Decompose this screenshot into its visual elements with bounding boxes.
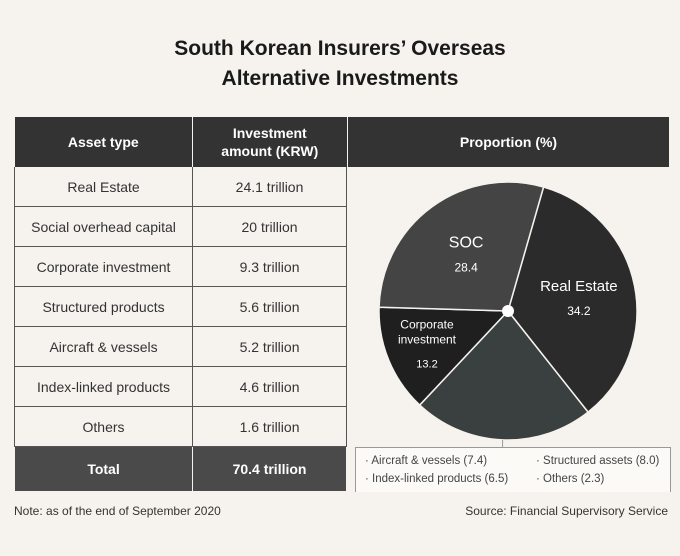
pie-slice (507, 186, 638, 414)
header-investment-amount-text: Investment amount (KRW) (221, 125, 319, 159)
proportion-header: Proportion (%) (348, 117, 669, 167)
asset-table: Asset type Investment amount (KRW) Real … (13, 117, 347, 492)
source-credit: Source: Financial Supervisory Service (465, 504, 668, 518)
cell-amount: 9.3 trillion (192, 246, 347, 287)
pie-slice (378, 306, 510, 407)
slice-value-label: 28.4 (454, 261, 478, 275)
slice-label: SOC (449, 235, 484, 252)
pie-slice (418, 309, 590, 441)
cell-asset: Structured products (13, 286, 194, 327)
footnote: Note: as of the end of September 2020 (14, 504, 221, 518)
slice-label: Corporate (400, 318, 454, 332)
cell-amount: 1.6 trillion (192, 406, 347, 447)
chart-title: South Korean Insurers’ Overseas Alternat… (0, 34, 680, 94)
cell-asset: Others (13, 406, 194, 447)
slice-label: Real Estate (540, 278, 618, 295)
total-label: Total (13, 446, 194, 492)
table-row: Corporate investment 9.3 trillion (13, 246, 347, 287)
table-row: Index-linked products 4.6 trillion (13, 366, 347, 407)
cell-asset: Aircraft & vessels (13, 326, 194, 367)
cell-amount: 5.6 trillion (192, 286, 347, 327)
table-row: Others 1.6 trillion (13, 406, 347, 447)
slice-value-label: 34.2 (567, 304, 591, 318)
title-line-2: Alternative Investments (221, 67, 459, 90)
table-row: Real Estate 24.1 trillion (13, 167, 347, 207)
slice-value-label: 13.2 (416, 359, 437, 371)
pie-slice (378, 181, 545, 312)
table-row: Structured products 5.6 trillion (13, 286, 347, 327)
legend-item: · Others (2.3) (536, 473, 605, 485)
cell-asset: Real Estate (13, 167, 194, 207)
total-amount: 70.4 trillion (192, 446, 347, 492)
table-header-row: Asset type Investment amount (KRW) (14, 117, 347, 167)
legend-item: · Structured assets (8.0) (536, 455, 660, 467)
cell-amount: 5.2 trillion (192, 326, 347, 367)
pie-legend: · Aircraft & vessels (7.4) · Structured … (355, 447, 671, 492)
cell-amount: 20 trillion (192, 206, 347, 247)
cell-amount: 4.6 trillion (192, 366, 347, 407)
legend-item: · Aircraft & vessels (7.4) (365, 455, 488, 467)
legend-item: · Index-linked products (6.5) (365, 473, 509, 485)
table-row: Social overhead capital 20 trillion (13, 206, 347, 247)
table-total-row: Total 70.4 trillion (13, 446, 347, 492)
table-row: Aircraft & vessels 5.2 trillion (13, 326, 347, 367)
cell-asset: Social overhead capital (13, 206, 194, 247)
pie-center-dot (502, 305, 514, 317)
cell-amount: 24.1 trillion (192, 167, 347, 207)
cell-asset: Corporate investment (13, 246, 194, 287)
slice-label: investment (398, 333, 457, 347)
header-investment-amount: Investment amount (KRW) (192, 117, 347, 167)
title-line-1: South Korean Insurers’ Overseas (174, 37, 506, 60)
header-asset-type: Asset type (14, 117, 194, 167)
cell-asset: Index-linked products (13, 366, 194, 407)
